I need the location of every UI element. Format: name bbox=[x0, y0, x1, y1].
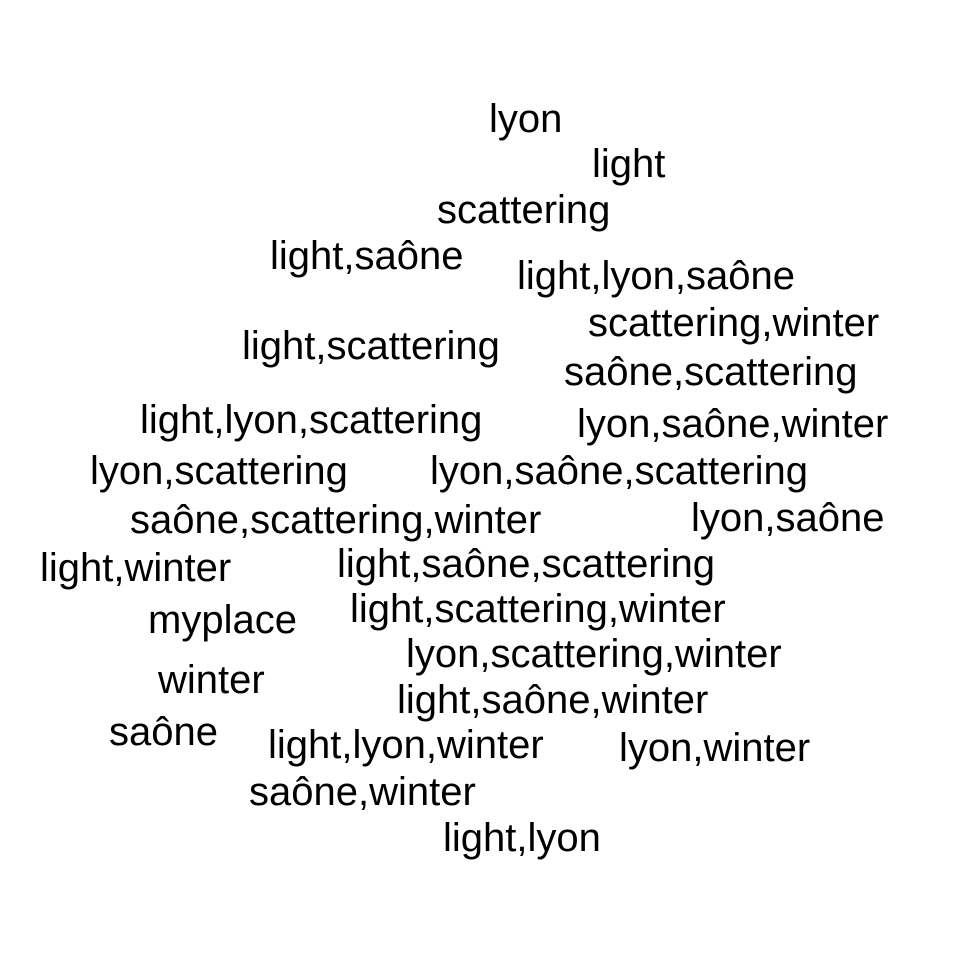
word-light-scattering: light,scattering bbox=[242, 324, 500, 368]
word-light-saone-winter: light,saône,winter bbox=[397, 678, 709, 722]
word-light-lyon-scattering: light,lyon,scattering bbox=[140, 398, 483, 442]
word-scattering-winter: scattering,winter bbox=[588, 301, 880, 345]
word-light-scattering-winter: light,scattering,winter bbox=[350, 587, 726, 631]
word-winter: winter bbox=[158, 658, 265, 702]
word-lyon-scattering-winter: lyon,scattering,winter bbox=[406, 632, 782, 676]
word-scattering: scattering bbox=[437, 188, 611, 232]
word-light-lyon: light,lyon bbox=[443, 816, 601, 860]
word-lyon-saone-scattering: lyon,saône,scattering bbox=[430, 449, 809, 493]
word-saone-winter: saône,winter bbox=[249, 770, 476, 814]
word-light-lyon-winter: light,lyon,winter bbox=[268, 723, 544, 767]
word-light-winter: light,winter bbox=[40, 546, 232, 590]
word-light-lyon-saone: light,lyon,saône bbox=[517, 254, 795, 298]
word-light-saone: light,saône bbox=[270, 234, 464, 278]
word-myplace: myplace bbox=[148, 598, 297, 642]
word-lyon: lyon bbox=[489, 97, 563, 141]
word-light-saone-scattering: light,saône,scattering bbox=[337, 542, 716, 586]
word-lyon-scattering: lyon,scattering bbox=[90, 449, 348, 493]
word-lyon-saone-winter: lyon,saône,winter bbox=[577, 402, 889, 446]
word-saone: saône bbox=[109, 710, 218, 754]
word-saone-scattering: saône,scattering bbox=[564, 350, 858, 394]
word-lyon-winter: lyon,winter bbox=[619, 726, 811, 770]
word-lyon-saone: lyon,saône bbox=[691, 496, 885, 540]
word-saone-scattering-winter: saône,scattering,winter bbox=[130, 498, 542, 542]
word-light: light bbox=[592, 142, 666, 186]
